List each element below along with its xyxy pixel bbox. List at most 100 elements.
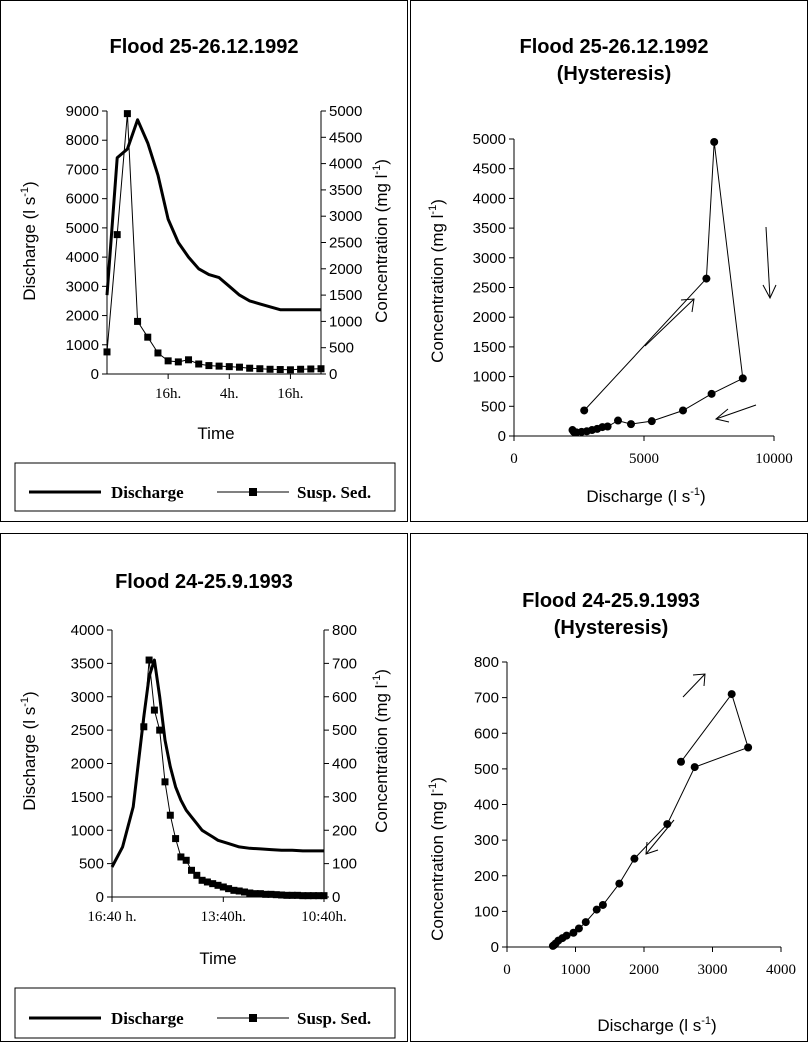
y-tick-label: 2500 bbox=[473, 280, 506, 297]
data-point bbox=[598, 900, 607, 909]
arrow-return bbox=[714, 404, 757, 423]
data-point bbox=[581, 918, 590, 927]
y-tick-label: 4000 bbox=[66, 249, 99, 266]
y-tick-label: 500 bbox=[481, 398, 506, 415]
legend-susp-sed-label: Susp. Sed. bbox=[297, 1009, 371, 1028]
y2-tick-label: 0 bbox=[332, 889, 340, 906]
chart-panel-1993-timeseries: Flood 24-25.9.1993 0 500 1000 1500 2000 2500 3… bbox=[0, 533, 408, 1042]
chart-subtitle: (Hysteresis) bbox=[557, 63, 672, 85]
legend-susp-sed-marker bbox=[249, 1014, 257, 1022]
y2-tick-label: 500 bbox=[329, 340, 354, 357]
y-tick-label: 500 bbox=[79, 856, 104, 873]
y2-tick-label: 4000 bbox=[329, 156, 362, 173]
susp-sed-point bbox=[283, 891, 291, 899]
y-tick-label: 0 bbox=[96, 889, 104, 906]
x-axis-label: Time bbox=[199, 949, 236, 968]
y-tick-label: 5000 bbox=[66, 220, 99, 237]
data-point bbox=[569, 928, 578, 937]
annotation-arrows bbox=[645, 673, 706, 855]
y2-tick-label: 700 bbox=[332, 655, 357, 672]
y-tick-label: 3000 bbox=[66, 278, 99, 295]
legend-box bbox=[14, 987, 396, 1039]
plot-area: 0 1000 2000 3000 4000 5000 6000 7000 8000 9000 0 50… bbox=[66, 103, 363, 402]
y-tick-label: 4000 bbox=[473, 190, 506, 207]
x-tick-label: 1000 bbox=[561, 962, 591, 978]
susp-sed-point bbox=[235, 887, 243, 895]
y-tick-label: 6000 bbox=[66, 191, 99, 208]
susp-sed-point bbox=[230, 886, 238, 894]
legend: Discharge Susp. Sed. bbox=[14, 987, 396, 1039]
y-tick-label: 0 bbox=[498, 428, 506, 445]
legend-susp-sed-marker bbox=[249, 488, 257, 496]
data-point bbox=[744, 743, 753, 752]
susp-sed-point bbox=[198, 876, 206, 884]
susp-sed-point bbox=[172, 835, 180, 843]
data-point bbox=[707, 389, 716, 398]
susp-sed-point bbox=[235, 363, 243, 371]
susp-sed-point bbox=[113, 231, 121, 239]
annotation-arrows bbox=[644, 226, 777, 423]
susp-sed-point bbox=[203, 878, 211, 886]
susp-sed-point bbox=[154, 349, 162, 357]
susp-sed-point bbox=[309, 892, 317, 900]
susp-sed-point bbox=[225, 885, 233, 893]
susp-sed-point bbox=[205, 362, 213, 370]
y2-tick-label: 3000 bbox=[329, 208, 362, 225]
y-tick-label: 4000 bbox=[71, 622, 104, 639]
susp-sed-point bbox=[304, 892, 312, 900]
susp-sed-point bbox=[272, 891, 280, 899]
susp-sed-point bbox=[140, 723, 148, 731]
legend-discharge-label: Discharge bbox=[111, 1009, 184, 1028]
susp-sed-point bbox=[286, 366, 294, 374]
x-axis-label: Discharge (l s-1) bbox=[597, 1015, 716, 1035]
susp-sed-point bbox=[278, 891, 286, 899]
y-tick-label: 100 bbox=[474, 903, 499, 920]
y-tick-label: 2000 bbox=[66, 308, 99, 325]
y-tick-label: 200 bbox=[474, 868, 499, 885]
y2-tick-label: 1500 bbox=[329, 287, 362, 304]
legend-susp-sed-label: Susp. Sed. bbox=[297, 483, 371, 502]
susp-sed-line bbox=[143, 659, 324, 897]
y2-tick-label: 800 bbox=[332, 622, 357, 639]
x-tick-label: 4000 bbox=[766, 962, 796, 978]
y-tick-label: 2000 bbox=[71, 756, 104, 773]
x-axis-label: Discharge (l s-1) bbox=[586, 486, 705, 506]
y-tick-label: 1500 bbox=[473, 339, 506, 356]
susp-sed-point bbox=[145, 656, 153, 664]
susp-sed-point bbox=[123, 110, 131, 118]
susp-sed-point bbox=[256, 365, 264, 373]
chart-title: Flood 24-25.9.1993 bbox=[522, 590, 700, 612]
susp-sed-point bbox=[195, 360, 203, 368]
y-tick-label: 1500 bbox=[71, 789, 104, 806]
susp-sed-point bbox=[214, 881, 222, 889]
x-tick-label: 0 bbox=[503, 962, 511, 978]
legend-discharge-label: Discharge bbox=[111, 483, 184, 502]
susp-sed-point bbox=[315, 892, 323, 900]
chart-subtitle: (Hysteresis) bbox=[554, 617, 669, 639]
data-point bbox=[574, 924, 583, 933]
x-tick-label: 3000 bbox=[698, 962, 728, 978]
data-point bbox=[676, 757, 685, 766]
x-tick-label: 2000 bbox=[629, 962, 659, 978]
y-axis-label: Discharge (l s-1) bbox=[19, 691, 39, 810]
y-tick-label: 800 bbox=[474, 654, 499, 671]
susp-sed-point bbox=[276, 366, 284, 374]
data-point bbox=[630, 854, 639, 863]
y-tick-label: 4500 bbox=[473, 161, 506, 178]
y2-tick-label: 100 bbox=[332, 856, 357, 873]
x-tick-label: 0 bbox=[510, 451, 518, 467]
susp-sed-point bbox=[215, 362, 223, 370]
data-point bbox=[548, 941, 557, 950]
y-tick-label: 0 bbox=[91, 366, 99, 383]
hysteresis-path bbox=[572, 141, 744, 433]
data-point bbox=[738, 374, 747, 383]
chart-title: Flood 24-25.9.1993 bbox=[115, 571, 293, 593]
discharge-line bbox=[110, 658, 324, 868]
susp-sed-point bbox=[256, 890, 264, 898]
susp-sed-point bbox=[177, 853, 185, 861]
data-point bbox=[727, 690, 736, 699]
susp-sed-point bbox=[219, 883, 227, 891]
legend: Discharge Susp. Sed. bbox=[14, 462, 396, 512]
y2-tick-label: 300 bbox=[332, 789, 357, 806]
susp-sed-point bbox=[251, 890, 259, 898]
